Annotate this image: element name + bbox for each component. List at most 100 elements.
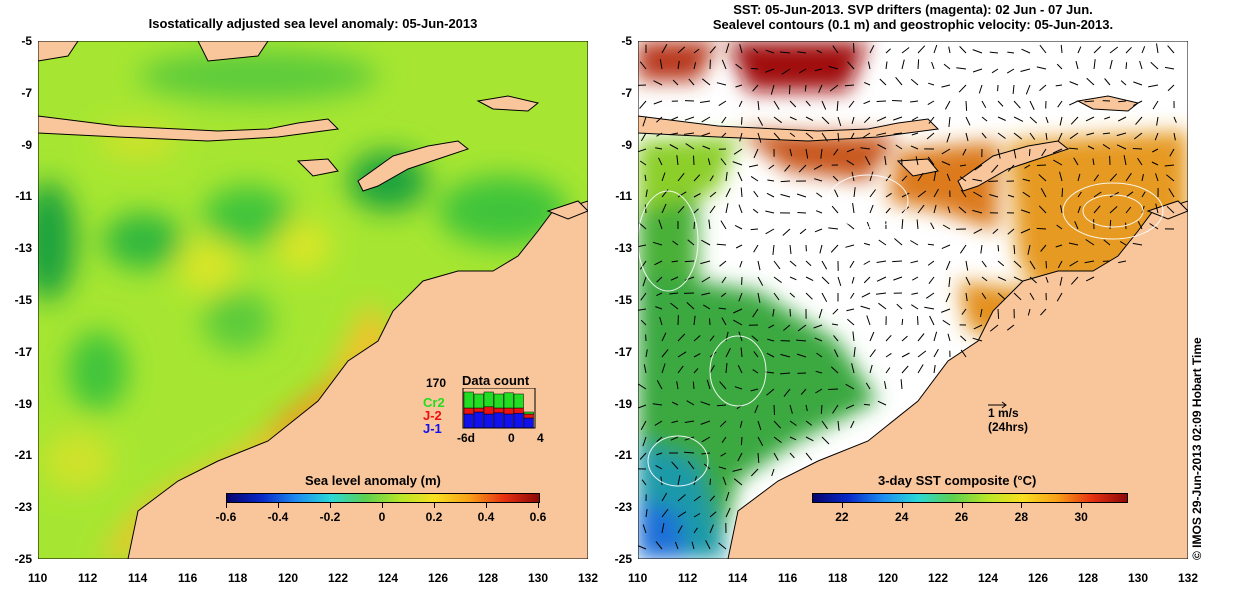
velocity-arrow xyxy=(933,331,938,342)
sst-colorbar-label: 3-day SST composite (°C) xyxy=(878,473,1037,488)
velocity-arrow xyxy=(828,388,839,390)
velocity-arrow xyxy=(947,206,951,214)
velocity-arrow xyxy=(832,308,839,315)
velocity-arrow xyxy=(830,244,839,253)
velocity-arrow xyxy=(1013,244,1016,255)
velocity-arrow xyxy=(805,132,814,139)
velocity-arrow xyxy=(1057,100,1063,108)
velocity-arrow xyxy=(693,155,695,166)
data-count-bar-cr2 xyxy=(483,391,494,408)
velocity-arrow xyxy=(917,364,924,374)
velocity-arrow xyxy=(750,388,759,392)
velocity-arrow xyxy=(1109,206,1118,214)
velocity-arrow xyxy=(958,206,967,214)
sla-colorbar-tick-label: 0.4 xyxy=(477,510,495,524)
right-lon-tick: 130 xyxy=(1128,571,1149,585)
velocity-arrow xyxy=(901,318,904,326)
velocity-arrow xyxy=(1168,188,1175,198)
velocity-arrow xyxy=(1167,84,1175,92)
velocity-arrow xyxy=(1125,62,1128,70)
velocity-arrow xyxy=(674,541,679,550)
velocity-arrow xyxy=(686,400,695,406)
velocity-arrow xyxy=(917,45,926,54)
velocity-arrow xyxy=(991,68,999,74)
velocity-arrow xyxy=(1056,292,1063,302)
left-lon-tick: 132 xyxy=(578,571,599,585)
velocity-arrow xyxy=(805,452,813,461)
velocity-arrow xyxy=(725,188,731,198)
velocity-arrow xyxy=(989,194,999,198)
velocity-arrow xyxy=(661,172,666,182)
velocity-arrow xyxy=(1116,132,1127,137)
velocity-arrow xyxy=(941,308,951,313)
velocity-arrow xyxy=(691,541,695,550)
velocity-arrow xyxy=(1039,44,1047,54)
velocity-arrow xyxy=(672,240,679,246)
velocity-arrow xyxy=(684,260,695,263)
velocity-arrow xyxy=(641,479,647,486)
velocity-arrow xyxy=(693,208,699,214)
velocity-arrow xyxy=(1045,132,1048,140)
velocity-arrow xyxy=(833,335,839,342)
velocity-arrow xyxy=(942,224,951,230)
velocity-arrow xyxy=(846,308,855,312)
velocity-arrow xyxy=(1029,100,1035,111)
sealevel-contours xyxy=(638,174,1164,487)
velocity-arrow xyxy=(848,100,855,108)
velocity-arrow xyxy=(1038,205,1047,214)
velocity-arrow xyxy=(821,292,828,303)
velocity-arrow xyxy=(766,388,775,396)
velocity-arrow xyxy=(947,333,951,342)
velocity-arrow xyxy=(941,161,951,166)
data-count-bar-cr2 xyxy=(523,411,534,415)
velocity-arrow xyxy=(781,68,791,75)
velocity-arrow xyxy=(910,260,919,264)
velocity-arrow xyxy=(1123,155,1127,166)
right-lon-tick: 118 xyxy=(828,571,848,585)
velocity-arrow xyxy=(814,228,823,233)
velocity-arrow xyxy=(1029,132,1036,140)
velocity-arrow xyxy=(917,204,925,214)
velocity-arrow xyxy=(830,366,839,374)
sst-land-islands xyxy=(638,95,1188,220)
velocity-arrow xyxy=(1132,242,1143,246)
velocity-arrow xyxy=(926,132,935,140)
velocity-arrow xyxy=(869,331,875,342)
data-count-bar-j2 xyxy=(513,407,524,414)
data-count-bar-j2 xyxy=(503,407,514,415)
velocity-arrow xyxy=(943,63,951,70)
data-count-bar-j2 xyxy=(473,407,484,413)
velocity-arrow xyxy=(1117,116,1127,122)
velocity-arrow xyxy=(972,209,983,214)
velocity-arrow xyxy=(780,372,791,375)
right-lon-tick: 116 xyxy=(778,571,798,585)
velocity-arrow xyxy=(752,369,759,374)
imos-credit: © IMOS 29-Jun-2013 02:09 Hobart Time xyxy=(1190,337,1204,560)
velocity-arrow xyxy=(928,276,935,285)
velocity-arrow xyxy=(1041,148,1047,157)
velocity-arrow xyxy=(846,148,855,153)
velocity-arrow xyxy=(818,308,823,319)
velocity-arrow xyxy=(1007,228,1015,235)
velocity-arrow xyxy=(917,350,927,358)
velocity-arrow xyxy=(771,468,775,477)
sla-colorbar-tick-mark xyxy=(278,503,279,508)
velocity-arrow xyxy=(725,491,730,502)
sst-composite-map: 1 m/s (24hrs) xyxy=(638,41,1188,559)
left-lat-tick: -9 xyxy=(21,137,32,152)
velocity-arrow xyxy=(677,511,687,518)
velocity-arrow xyxy=(885,48,891,54)
velocity-arrow xyxy=(997,292,1006,300)
velocity-arrow xyxy=(1013,276,1024,282)
velocity-arrow xyxy=(734,386,743,390)
velocity-arrow xyxy=(862,132,871,139)
velocity-arrow xyxy=(829,84,839,92)
velocity-arrow xyxy=(766,192,775,198)
velocity-arrow xyxy=(1055,244,1063,248)
velocity-arrow xyxy=(997,148,1001,159)
velocity-arrow xyxy=(981,132,987,139)
velocity-arrow xyxy=(693,335,701,342)
velocity-arrow xyxy=(684,276,695,281)
velocity-arrow xyxy=(735,84,743,88)
velocity-arrow xyxy=(748,164,759,168)
